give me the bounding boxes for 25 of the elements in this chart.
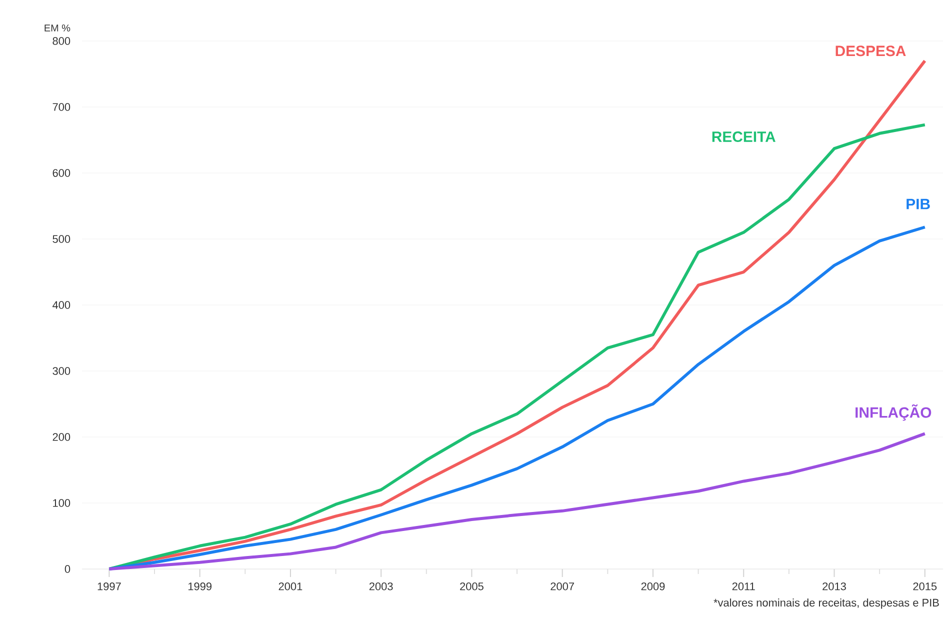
x-tick-label: 2015 — [913, 582, 937, 590]
x-tick-label: 2005 — [460, 582, 484, 590]
x-tick-label: 1997 — [98, 582, 121, 590]
y-tick-label: 400 — [52, 301, 70, 309]
x-tick-label: 2003 — [369, 582, 393, 590]
x-tick-label: 2001 — [278, 582, 302, 590]
y-tick-label: 0 — [64, 565, 70, 573]
x-tick-label: 2009 — [641, 582, 665, 590]
series-label: INFLAÇÃO — [856, 404, 932, 421]
y-tick-label: 100 — [53, 499, 70, 507]
series-label: DESPESA — [836, 46, 906, 56]
x-tick-label: 1999 — [188, 582, 212, 590]
x-tick-label: 2013 — [822, 582, 846, 590]
series-label: PIB — [906, 198, 930, 210]
text: RECEITA — [712, 131, 776, 142]
text: *valores nominais de receitas, despesas e PIB — [714, 598, 939, 609]
y-tick-label: 500 — [52, 235, 70, 243]
x-tick-label: 2007 — [550, 582, 574, 590]
y-tick-label: 700 — [52, 103, 70, 111]
y-tick-label: 200 — [52, 433, 70, 441]
y-tick-label: 600 — [52, 169, 70, 177]
y-axis-title: EM % — [44, 24, 70, 32]
y-tick-label: 300 — [52, 367, 70, 375]
x-tick-label: 2011 — [732, 582, 755, 590]
y-tick-label: 800 — [52, 37, 70, 45]
